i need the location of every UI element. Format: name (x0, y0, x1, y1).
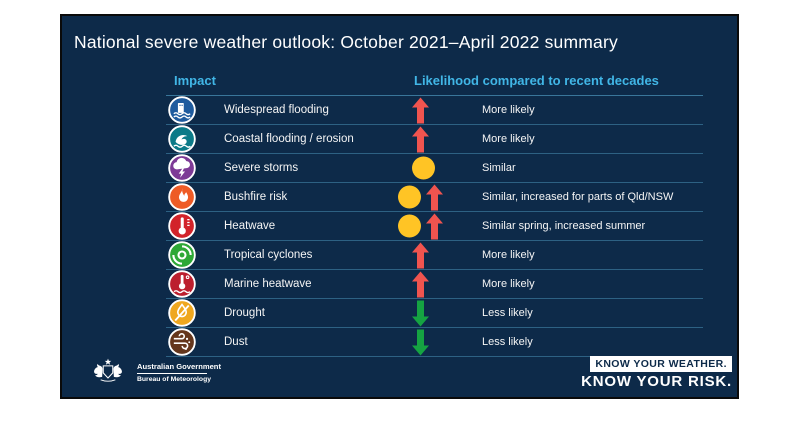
australian-coat-of-arms-icon (86, 357, 130, 388)
dust-icon (168, 328, 196, 356)
up-arrow-icon (412, 271, 429, 297)
outlook-panel: National severe weather outlook: October… (60, 14, 739, 399)
likelihood-text: Similar spring, increased summer (482, 220, 646, 232)
impact-label: Bushfire risk (224, 191, 288, 203)
impact-label: Heatwave (224, 220, 276, 232)
widespread-flooding-icon (168, 96, 196, 124)
likelihood-symbols (398, 242, 429, 269)
table-row: Drought Less likely (166, 299, 703, 328)
impact-label: Widespread flooding (224, 104, 329, 116)
likelihood-symbols (398, 271, 429, 298)
table-row: Tropical cyclones More likely (166, 241, 703, 270)
impact-column-header: Impact (174, 73, 216, 88)
government-logo-text: Australian Government Bureau of Meteorol… (137, 362, 221, 383)
table-row: Coastal flooding / erosion More likely (166, 125, 703, 154)
down-arrow-icon (412, 300, 429, 326)
up-arrow-icon (412, 97, 429, 123)
likelihood-symbols (398, 155, 435, 182)
outlook-table: Widespread flooding More likely Coastal fl… (166, 96, 703, 357)
tropical-cyclone-icon (168, 241, 196, 269)
impact-label: Dust (224, 336, 248, 348)
know-your-weather-badge: KNOW YOUR WEATHER. (590, 356, 732, 372)
impact-label: Marine heatwave (224, 278, 312, 290)
government-name: Australian Government (137, 362, 221, 371)
up-arrow-icon (412, 242, 429, 268)
similar-dot-icon (398, 214, 421, 238)
marine-heatwave-icon (168, 270, 196, 298)
likelihood-symbols (398, 213, 443, 240)
similar-dot-icon (412, 156, 435, 180)
table-row: Severe storms Similar (166, 154, 703, 183)
likelihood-text: More likely (482, 278, 535, 290)
heatwave-icon (168, 212, 196, 240)
likelihood-symbols (398, 97, 429, 124)
up-arrow-icon (412, 126, 429, 152)
likelihood-text: Less likely (482, 336, 533, 348)
brand-block: KNOW YOUR WEATHER. KNOW YOUR RISK. (581, 354, 732, 390)
severe-storms-icon (168, 154, 196, 182)
impact-label: Tropical cyclones (224, 249, 313, 261)
table-row: Dust Less likely (166, 328, 703, 357)
likelihood-text: Less likely (482, 307, 533, 319)
likelihood-text: More likely (482, 104, 535, 116)
impact-label: Severe storms (224, 162, 299, 174)
likelihood-text: Similar, increased for parts of Qld/NSW (482, 191, 674, 203)
table-row: Widespread flooding More likely (166, 96, 703, 125)
similar-dot-icon (398, 185, 421, 209)
up-arrow-icon (426, 184, 443, 210)
bushfire-icon (168, 183, 196, 211)
logo-divider (137, 373, 207, 374)
impact-label: Coastal flooding / erosion (224, 133, 354, 145)
likelihood-column-header: Likelihood compared to recent decades (414, 73, 659, 88)
up-arrow-icon (426, 213, 443, 239)
government-logo: Australian Government Bureau of Meteorol… (86, 357, 221, 388)
likelihood-symbols (398, 184, 443, 211)
page-title: National severe weather outlook: October… (74, 32, 618, 52)
likelihood-text: More likely (482, 249, 535, 261)
down-arrow-icon (412, 329, 429, 355)
likelihood-text: Similar (482, 162, 516, 174)
header-divider (166, 95, 703, 96)
table-row: Marine heatwave More likely (166, 270, 703, 299)
likelihood-text: More likely (482, 133, 535, 145)
table-row: Heatwave Similar spring, increased summer (166, 212, 703, 241)
drought-icon (168, 299, 196, 327)
likelihood-symbols (398, 329, 429, 356)
coastal-flooding-icon (168, 125, 196, 153)
table-row: Bushfire risk Similar, increased for part… (166, 183, 703, 212)
bureau-name: Bureau of Meteorology (137, 376, 212, 383)
know-your-risk-text: KNOW YOUR RISK. (581, 373, 732, 390)
likelihood-symbols (398, 300, 429, 327)
likelihood-symbols (398, 126, 429, 153)
impact-label: Drought (224, 307, 265, 319)
